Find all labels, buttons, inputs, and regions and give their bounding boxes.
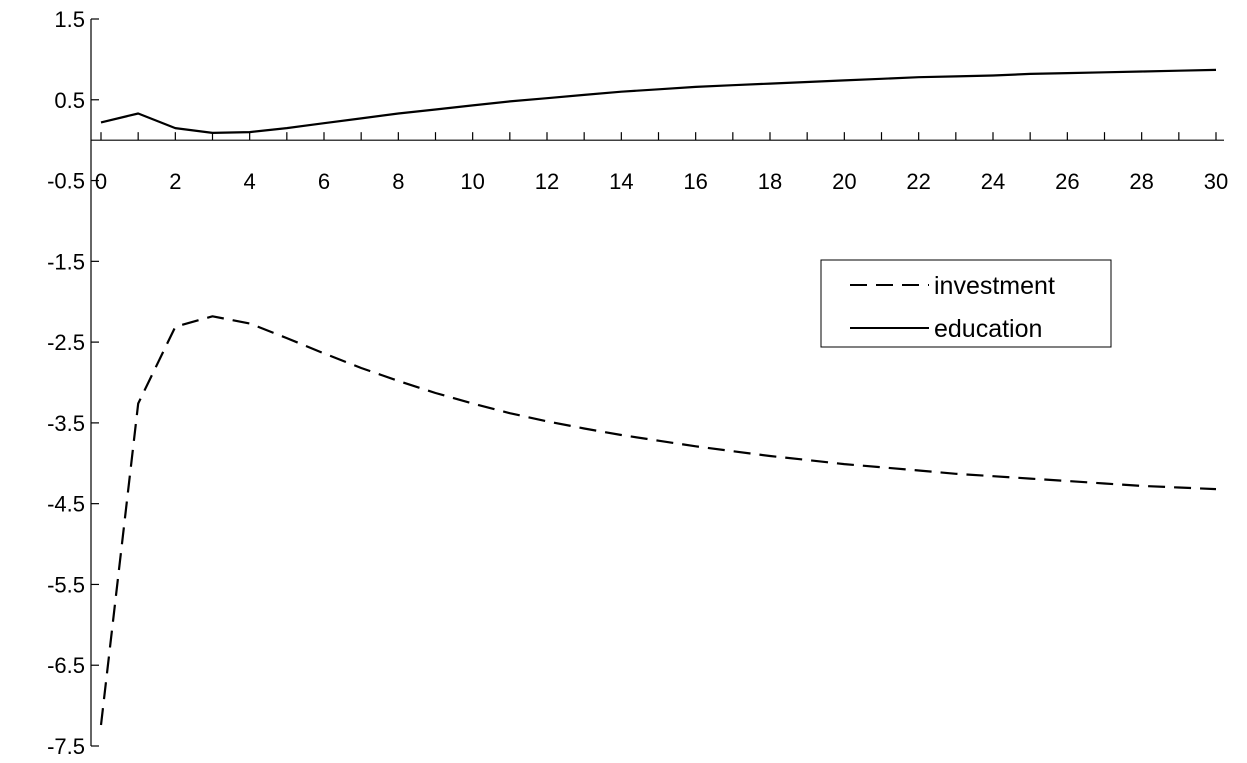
x-tick-label: 18 bbox=[758, 169, 782, 194]
legend-label-education: education bbox=[934, 315, 1042, 343]
y-tick-label: -1.5 bbox=[47, 249, 85, 274]
y-tick-label: -5.5 bbox=[47, 572, 85, 597]
x-tick-label: 20 bbox=[832, 169, 856, 194]
x-tick-label: 4 bbox=[244, 169, 256, 194]
y-tick-label: -7.5 bbox=[47, 734, 85, 759]
x-tick-label: 6 bbox=[318, 169, 330, 194]
series-line-education bbox=[100, 68, 1217, 134]
x-tick-label: 16 bbox=[683, 169, 707, 194]
y-tick-label: -0.5 bbox=[47, 169, 85, 194]
y-tick-label: 0.5 bbox=[54, 88, 85, 113]
y-tick-label: -4.5 bbox=[47, 492, 85, 517]
x-tick-label: 22 bbox=[906, 169, 930, 194]
x-tick-label: 14 bbox=[609, 169, 633, 194]
x-tick-label: 28 bbox=[1129, 169, 1153, 194]
y-tick-label: 1.5 bbox=[54, 7, 85, 32]
y-tick-label: -2.5 bbox=[47, 330, 85, 355]
series-lines bbox=[99, 68, 1217, 726]
x-tick-label: 24 bbox=[981, 169, 1005, 194]
x-tick-label: 12 bbox=[535, 169, 559, 194]
y-tick-label: -6.5 bbox=[47, 653, 85, 678]
x-tick-label: 0 bbox=[95, 169, 107, 194]
x-tick-label: 10 bbox=[460, 169, 484, 194]
y-tick-label: -3.5 bbox=[47, 411, 85, 436]
x-tick-label: 26 bbox=[1055, 169, 1079, 194]
series-line-investment bbox=[99, 315, 1217, 726]
legend-label-investment: investment bbox=[934, 272, 1055, 300]
x-tick-label: 30 bbox=[1204, 169, 1228, 194]
x-tick-label: 8 bbox=[392, 169, 404, 194]
legend: investment education bbox=[820, 259, 1112, 348]
legend-box bbox=[820, 259, 1112, 348]
x-tick-label: 2 bbox=[169, 169, 181, 194]
axes: 1.5 0.5 -0.5 -1.5 -2.5 -3.5 -4.5 -5.5 -6.5 -7.5 0 2… bbox=[47, 7, 1228, 759]
